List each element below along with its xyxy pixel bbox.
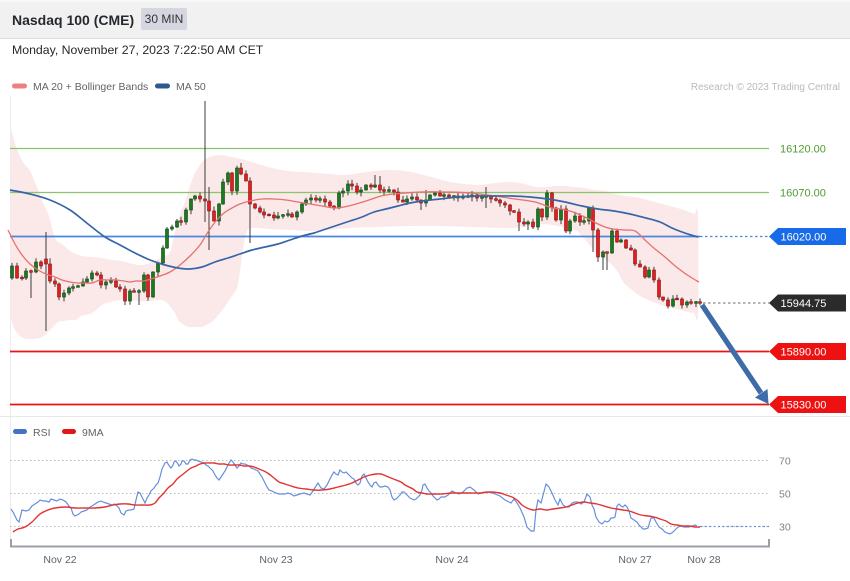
svg-text:15890.00: 15890.00 (781, 347, 827, 359)
svg-text:Nasdaq 100 (CME): Nasdaq 100 (CME) (12, 12, 134, 28)
svg-text:16070.00: 16070.00 (780, 188, 826, 200)
svg-text:Nov 22: Nov 22 (43, 554, 76, 566)
svg-text:9MA: 9MA (82, 427, 104, 439)
svg-text:16120.00: 16120.00 (780, 144, 826, 156)
svg-text:70: 70 (779, 456, 791, 468)
svg-text:15830.00: 15830.00 (781, 400, 827, 412)
svg-text:Nov 27: Nov 27 (618, 554, 651, 566)
svg-text:Monday, November 27, 2023 7:22: Monday, November 27, 2023 7:22:50 AM CET (12, 43, 264, 57)
svg-text:Nov 23: Nov 23 (259, 554, 292, 566)
svg-text:Research © 2023 Trading Centra: Research © 2023 Trading Central (691, 82, 840, 93)
svg-text:30 MIN: 30 MIN (145, 12, 184, 26)
svg-text:50: 50 (779, 489, 791, 501)
svg-text:MA 50: MA 50 (176, 81, 206, 93)
svg-text:16020.00: 16020.00 (781, 232, 827, 244)
svg-text:30: 30 (779, 522, 791, 534)
svg-text:15944.75: 15944.75 (781, 298, 827, 310)
svg-text:RSI: RSI (33, 427, 51, 439)
svg-text:MA 20 + Bollinger Bands: MA 20 + Bollinger Bands (33, 81, 148, 93)
svg-text:Nov 28: Nov 28 (687, 554, 720, 566)
svg-text:Nov 24: Nov 24 (435, 554, 468, 566)
